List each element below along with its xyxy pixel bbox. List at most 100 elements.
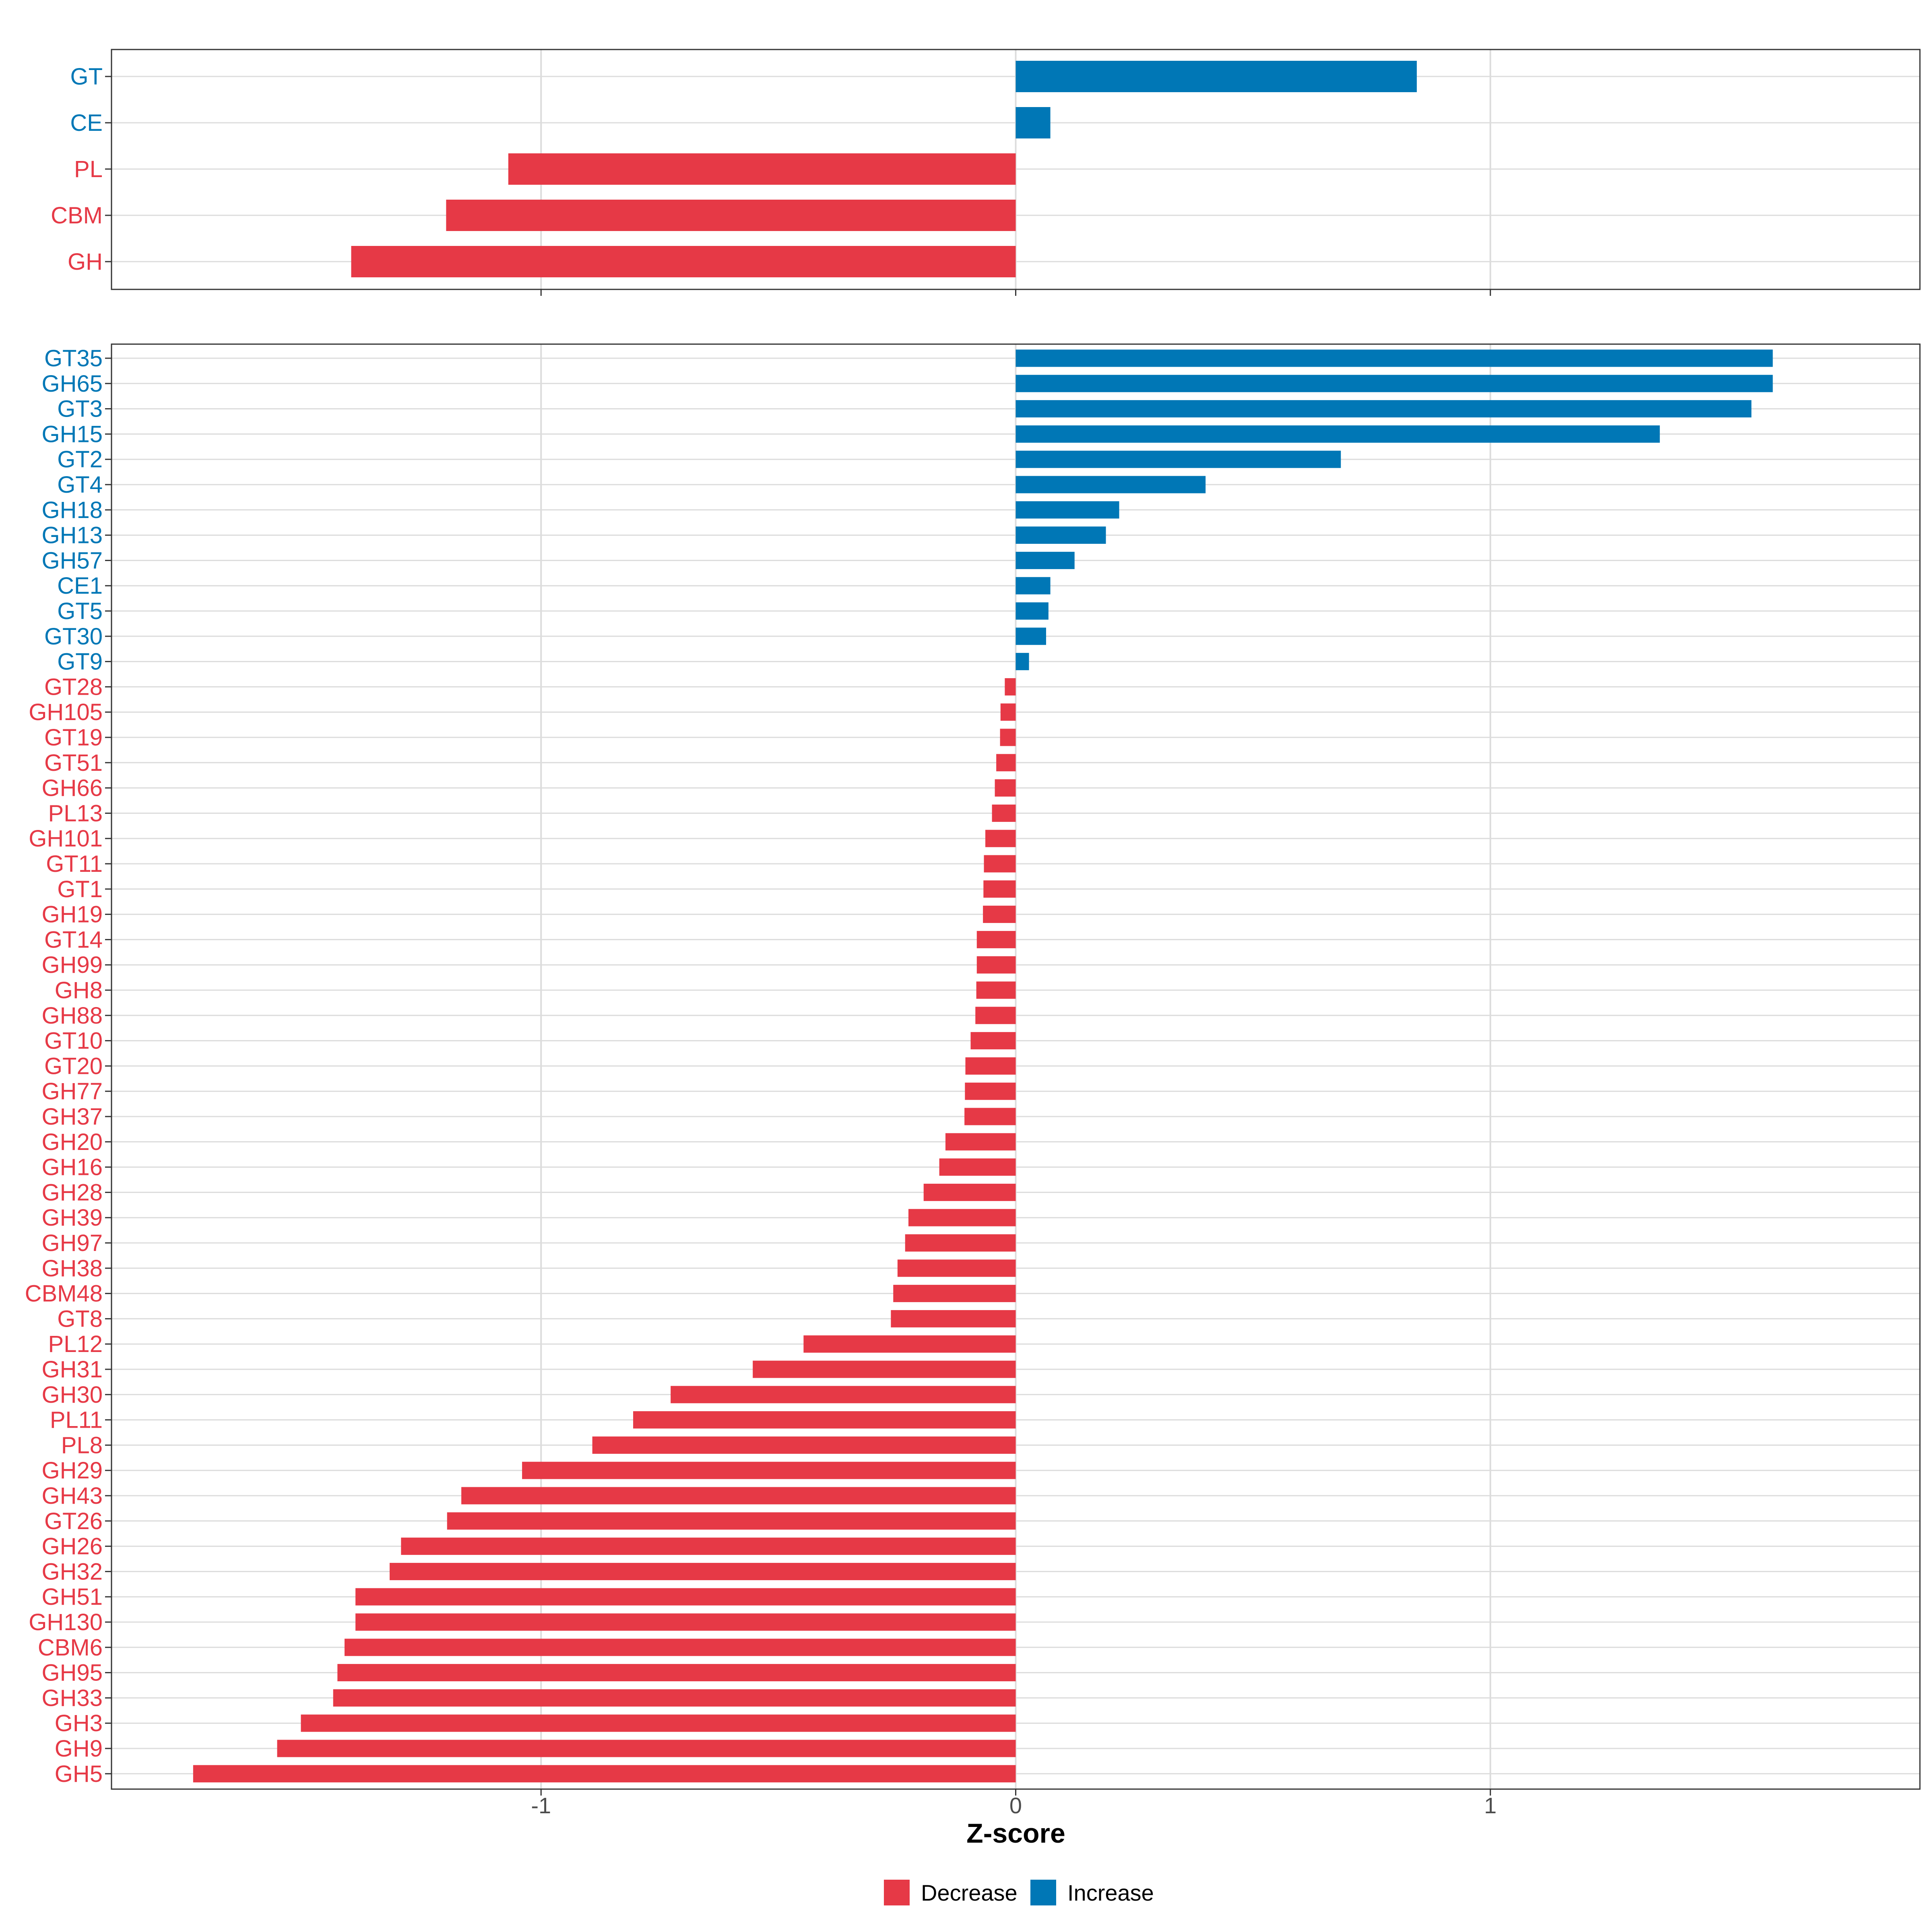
- bar-gt10: [970, 1032, 1016, 1050]
- y-tick-label: PL11: [50, 1407, 103, 1433]
- bar-gh37: [964, 1108, 1016, 1125]
- y-tick-label: GH29: [41, 1457, 103, 1484]
- bar-gh33: [333, 1689, 1016, 1707]
- y-tick-label: GT20: [44, 1053, 103, 1079]
- bar-gh26: [401, 1538, 1016, 1555]
- y-tick-label: GH39: [41, 1205, 103, 1231]
- bar-gh101: [985, 830, 1016, 847]
- y-tick-label: GH: [68, 249, 103, 275]
- bar-gh: [351, 246, 1016, 277]
- y-tick-label: PL8: [61, 1432, 103, 1458]
- bar-gh9: [277, 1740, 1016, 1757]
- bar-gh20: [945, 1133, 1016, 1151]
- y-tick-label: GT9: [57, 649, 103, 675]
- y-tick-label: GT28: [44, 674, 103, 700]
- y-tick-label: GH38: [41, 1255, 103, 1282]
- bar-gh29: [522, 1461, 1016, 1479]
- y-tick-label: GH26: [41, 1534, 103, 1560]
- bar-gh97: [905, 1234, 1016, 1252]
- y-tick-label: GH88: [41, 1003, 103, 1029]
- bar-gt28: [1005, 678, 1016, 696]
- bar-cbm: [446, 200, 1016, 231]
- bar-gh5: [193, 1765, 1016, 1783]
- y-tick-label: GH31: [41, 1356, 103, 1383]
- bar-gt8: [891, 1310, 1016, 1327]
- y-tick-label: GH15: [41, 421, 103, 447]
- y-tick-label: PL12: [48, 1331, 103, 1357]
- bar-gt5: [1016, 602, 1049, 620]
- top-panel: GT CE PL CBM GH: [51, 49, 1921, 296]
- y-tick-label: GH37: [41, 1104, 103, 1130]
- y-tick-label: CE: [70, 110, 103, 136]
- y-tick-label: CBM: [51, 202, 103, 229]
- y-tick-label: GT35: [44, 345, 103, 372]
- y-tick-label: GT11: [46, 851, 103, 877]
- bar-gt4: [1016, 476, 1206, 493]
- bar-gh99: [976, 956, 1016, 974]
- bar-gh105: [1000, 703, 1016, 721]
- y-tick-label: GT: [70, 64, 103, 90]
- y-tick-label: GT2: [57, 446, 103, 473]
- y-tick-label: GT3: [57, 396, 103, 422]
- bar-gh66: [995, 779, 1016, 797]
- bar-gh16: [939, 1158, 1016, 1176]
- y-tick-label: GH20: [41, 1129, 103, 1155]
- bar-gh3: [301, 1714, 1016, 1732]
- bar-gh19: [983, 906, 1016, 923]
- bar-gt51: [996, 754, 1016, 772]
- y-tick-label: GH13: [41, 522, 103, 549]
- y-tick-label: GH32: [41, 1558, 103, 1585]
- x-tick-label: -1: [531, 1793, 551, 1818]
- bar-pl13: [992, 804, 1016, 822]
- y-tick-label: GT8: [57, 1306, 103, 1332]
- y-tick-label: GH8: [55, 977, 103, 1003]
- legend-key-increase: [1030, 1880, 1056, 1905]
- bar-gt1: [983, 880, 1016, 898]
- bar-gh51: [355, 1588, 1016, 1606]
- bar-gh65: [1016, 375, 1773, 392]
- bar-cbm6: [345, 1639, 1016, 1656]
- y-tick-label: GH101: [29, 826, 103, 852]
- bar-gt3: [1016, 400, 1752, 418]
- y-tick-label: GT4: [57, 472, 103, 498]
- bar-gh38: [897, 1259, 1016, 1277]
- y-tick-label: GH3: [55, 1710, 103, 1736]
- y-tick-label: CBM48: [25, 1281, 103, 1307]
- y-tick-label: GT1: [57, 876, 103, 902]
- y-tick-label: PL: [74, 156, 103, 182]
- bar-gh18: [1016, 501, 1119, 519]
- bar-gh31: [753, 1360, 1016, 1378]
- bar-gt11: [984, 855, 1016, 873]
- y-tick-label: GH43: [41, 1483, 103, 1509]
- y-tick-label: GH18: [41, 497, 103, 523]
- bar-gh130: [355, 1613, 1016, 1631]
- y-tick-label: GT10: [44, 1028, 103, 1054]
- y-tick-label: GH19: [41, 902, 103, 928]
- y-tick-label: GT51: [44, 750, 103, 776]
- y-tick-label: GT26: [44, 1508, 103, 1534]
- bar-gh57: [1016, 551, 1075, 569]
- bar-gh8: [976, 981, 1016, 999]
- bar-gh15: [1016, 425, 1660, 443]
- x-axis: -1 0 1: [531, 1793, 1496, 1818]
- bar-gt9: [1016, 653, 1029, 671]
- y-tick-label: GH51: [41, 1584, 103, 1610]
- bar-gt14: [976, 931, 1016, 948]
- bar-pl: [508, 153, 1016, 185]
- bar-pl8: [592, 1436, 1016, 1454]
- bar-gt30: [1016, 627, 1046, 645]
- bar-ce: [1016, 107, 1051, 138]
- x-tick-label: 0: [1009, 1793, 1022, 1818]
- bar-gt19: [1000, 729, 1016, 746]
- bar-gh32: [390, 1563, 1016, 1580]
- y-tick-label: GH65: [41, 371, 103, 397]
- bar-gt26: [447, 1512, 1016, 1530]
- y-tick-label: GT19: [44, 724, 103, 751]
- bar-ce1: [1016, 577, 1051, 594]
- bar-gt20: [965, 1057, 1016, 1075]
- y-tick-label: GH97: [41, 1230, 103, 1256]
- y-tick-label: GH57: [41, 547, 103, 574]
- bar-gt: [1016, 61, 1417, 92]
- bar-gh39: [908, 1209, 1016, 1226]
